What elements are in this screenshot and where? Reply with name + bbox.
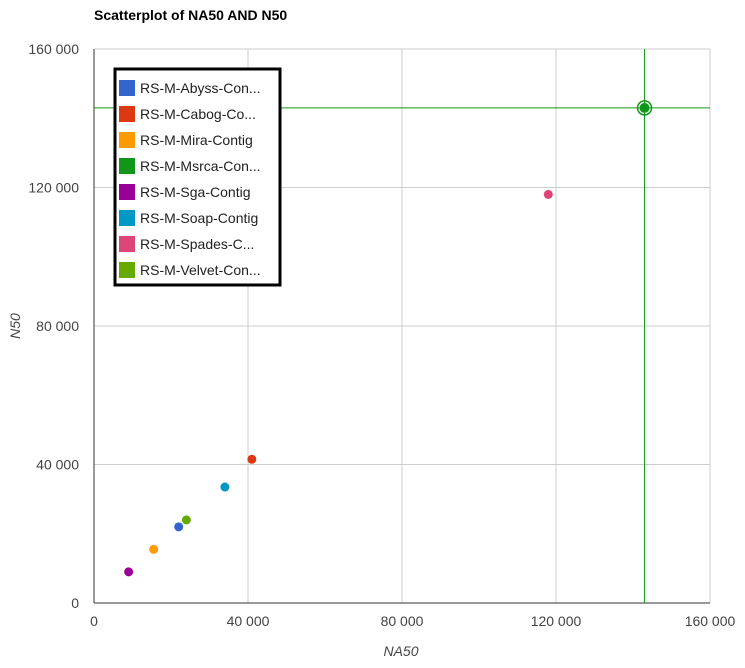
legend-entry[interactable]: RS-M-Sga-Contig [140,184,250,200]
data-point[interactable] [124,567,134,577]
data-point[interactable] [220,482,230,492]
legend-entry[interactable]: RS-M-Cabog-Co... [140,106,256,122]
legend-swatch [119,132,135,148]
legend-entry[interactable]: RS-M-Msrca-Con... [140,158,261,174]
x-tick-label: 80 000 [381,613,424,629]
legend-swatch [119,210,135,226]
data-point[interactable] [174,522,184,532]
y-tick-label: 160 000 [28,41,79,57]
legend-swatch [119,262,135,278]
x-tick-label: 120 000 [531,613,582,629]
legend-entry[interactable]: RS-M-Spades-C... [140,236,254,252]
axes [93,49,710,604]
legend-entry[interactable]: RS-M-Soap-Contig [140,210,258,226]
legend-swatch [119,158,135,174]
legend-swatch [119,236,135,252]
data-point[interactable] [639,102,650,113]
legend-entry[interactable]: RS-M-Mira-Contig [140,132,253,148]
x-tick-label: 160 000 [685,613,736,629]
legend-entry[interactable]: RS-M-Abyss-Con... [140,80,261,96]
legend-entry[interactable]: RS-M-Velvet-Con... [140,262,261,278]
x-tick-label: 0 [90,613,98,629]
y-tick-label: 120 000 [28,180,79,196]
legend-box [113,67,282,287]
y-tick-label: 40 000 [36,457,79,473]
x-axis-title: NA50 [383,643,418,659]
legend-swatch [119,80,135,96]
tick-labels: 0 40 000 80 000 120 000 160 000 0 40 000 80 000… [28,41,735,629]
data-point[interactable] [149,544,159,554]
legend-swatch [119,184,135,200]
data-points [124,100,653,577]
y-tick-label: 80 000 [36,318,79,334]
y-tick-label: 0 [71,595,79,611]
x-tick-label: 40 000 [227,613,270,629]
data-point[interactable] [247,454,257,464]
data-point[interactable] [181,515,191,525]
highlight-ring [636,100,653,116]
legend-swatch [119,106,135,122]
y-axis-title: N50 [7,313,23,339]
legend: RS-M-Abyss-Con... RS-M-Cabog-Co... RS-M-Mi… [113,67,282,287]
chart-title: Scatterplot of NA50 AND N50 [94,7,287,23]
data-point[interactable] [543,189,553,199]
